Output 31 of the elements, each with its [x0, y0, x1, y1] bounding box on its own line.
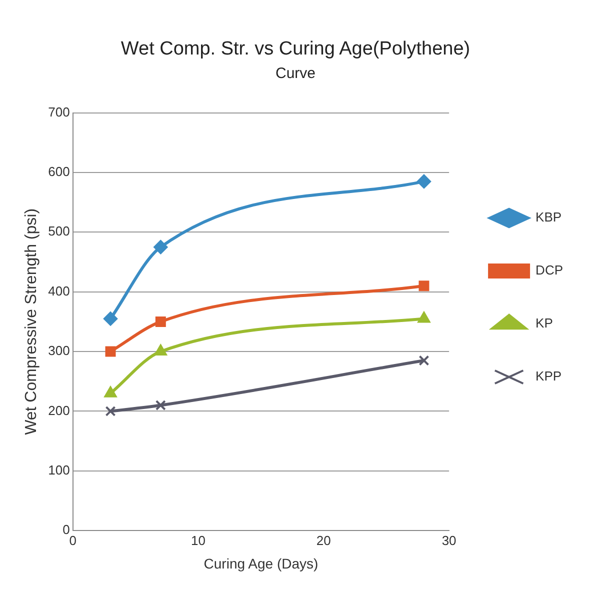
- point: [418, 312, 430, 323]
- y-tick-label: 600: [48, 164, 70, 180]
- legend-label: KBP: [536, 210, 562, 225]
- point: [154, 240, 168, 254]
- point: [105, 406, 116, 416]
- y-axis-title: Wet Compressive Strength (psi): [23, 208, 40, 435]
- y-tick-label: 400: [48, 283, 70, 298]
- x-tick-label: 30: [442, 532, 456, 548]
- point: [418, 355, 430, 366]
- point: [105, 346, 116, 357]
- x-axis-title: Curing Age (Days): [204, 555, 318, 572]
- y-tick-label: 200: [48, 402, 70, 418]
- legend-label: KP: [536, 316, 553, 331]
- point: [104, 386, 117, 398]
- point: [418, 280, 430, 292]
- legend-label: KPP: [536, 368, 562, 384]
- y-tick-label: 0: [62, 522, 70, 538]
- legend-label: DCP: [536, 262, 564, 278]
- chart-title: Wet Comp. Str. vs Curing Age(Polythene): [120, 38, 470, 60]
- x-tick-label: 10: [191, 532, 206, 548]
- y-tick-label: 700: [48, 104, 70, 120]
- point: [155, 400, 166, 411]
- point: [155, 316, 166, 327]
- x-tick-label: 20: [316, 532, 331, 548]
- point: [154, 344, 167, 356]
- point: [104, 312, 118, 326]
- chart-subtitle: Curve: [275, 64, 316, 82]
- y-tick-label: 100: [48, 462, 70, 478]
- y-tick-label: 500: [48, 224, 70, 239]
- point: [416, 174, 431, 188]
- y-tick-label: 300: [48, 343, 70, 358]
